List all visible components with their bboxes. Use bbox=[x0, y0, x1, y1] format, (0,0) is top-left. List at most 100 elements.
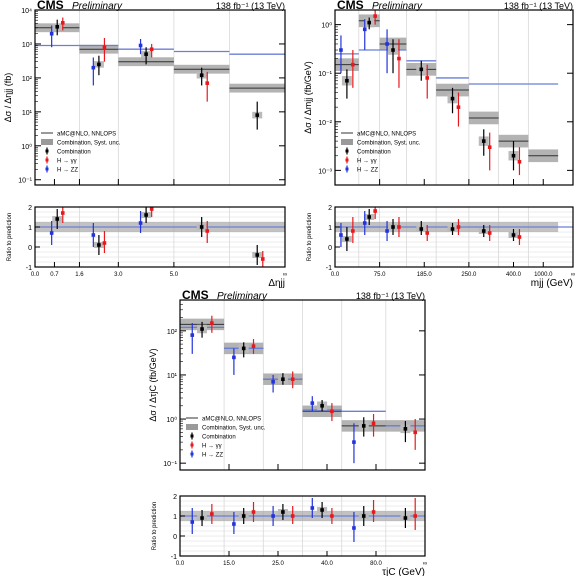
ratio-hgg-point-marker bbox=[149, 207, 154, 211]
hgg-point-marker bbox=[205, 81, 210, 85]
ratio-y-axis-label: Ratio to prediction bbox=[152, 502, 158, 550]
x-tick-label: 80.0 bbox=[370, 561, 382, 567]
hgg-point bbox=[373, 10, 377, 25]
legend-swatch-band bbox=[41, 139, 53, 145]
hzz-point-marker bbox=[190, 333, 195, 337]
combination-point bbox=[144, 47, 148, 65]
y-tick-label: 10⁰ bbox=[321, 22, 332, 30]
combination-point bbox=[255, 101, 260, 130]
x-tick-label: 15.0 bbox=[223, 561, 235, 567]
y-tick-label: 10⁻¹ bbox=[318, 71, 332, 78]
legend-label: Combination, Syst. unc. bbox=[202, 426, 266, 432]
ratio-comb-point-marker bbox=[281, 510, 285, 514]
hgg-point bbox=[60, 17, 65, 31]
hgg-point-marker bbox=[425, 76, 430, 80]
hgg-point-marker bbox=[456, 105, 461, 109]
y-tick-label: 10² bbox=[167, 329, 178, 336]
ratio-y-tick-label: -1 bbox=[171, 554, 177, 561]
x-tick-label: 0.0 bbox=[31, 272, 40, 278]
ratio-y-tick-label: 0 bbox=[173, 534, 177, 541]
legend-label: H → γγ bbox=[57, 159, 77, 165]
combination-point-marker bbox=[320, 403, 324, 408]
ratio-comb-point bbox=[255, 245, 260, 265]
preliminary-label: Preliminary bbox=[72, 1, 123, 12]
hzz-point-marker bbox=[232, 355, 236, 360]
ratio-y-axis-label: Ratio to prediction bbox=[7, 213, 13, 261]
panel-2: 10⁻¹ 10⁰ 10¹ 10² -1 0 1 2 0.0 15.0 25.0 40.0 80.0 ∞ CM… bbox=[148, 288, 427, 576]
hgg-point bbox=[290, 371, 295, 389]
x-tick-label: ∞ bbox=[423, 561, 427, 567]
ratio-comb-point bbox=[281, 504, 285, 520]
y-tick-label: 10⁴ bbox=[21, 8, 32, 15]
ratio-hzz-point-marker bbox=[271, 514, 275, 518]
x-tick-label: 5.0 bbox=[170, 272, 179, 278]
combination-point bbox=[241, 342, 246, 358]
y-axis-label: Δσ / Δmjj (fb/GeV) bbox=[303, 61, 313, 134]
combination-point-marker bbox=[511, 153, 516, 158]
combination-point-marker bbox=[97, 62, 101, 67]
combination-point-marker bbox=[391, 48, 395, 52]
ratio-hgg-point bbox=[330, 508, 334, 524]
ratio-comb-point bbox=[391, 219, 395, 235]
ratio-comb-point bbox=[241, 508, 246, 524]
ratio-hgg-point-marker bbox=[425, 231, 430, 235]
ratio-hzz-point bbox=[49, 221, 54, 245]
hgg-point bbox=[517, 147, 522, 176]
x-tick-label: 25.0 bbox=[272, 561, 284, 567]
ratio-comb-point bbox=[403, 508, 408, 528]
combination-point bbox=[450, 87, 455, 114]
ratio-hgg-point bbox=[290, 506, 295, 524]
combination-point-marker bbox=[345, 78, 349, 83]
combination-point-marker bbox=[241, 346, 246, 351]
ratio-comb-point-marker bbox=[200, 516, 204, 520]
ratio-hgg-point-marker bbox=[371, 510, 376, 514]
cms-label: CMS bbox=[337, 0, 364, 12]
ratio-hzz-point-marker bbox=[385, 229, 389, 233]
hzz-point-marker bbox=[362, 27, 367, 32]
legend-label: H → ZZ bbox=[57, 168, 78, 174]
legend-swatch-marker bbox=[345, 158, 349, 162]
hzz-point-marker bbox=[385, 42, 389, 46]
combination-point-marker bbox=[281, 377, 285, 382]
ratio-y-tick-label: 1 bbox=[328, 225, 332, 232]
ratio-comb-point-marker bbox=[255, 253, 260, 257]
ratio-hgg-point-marker bbox=[210, 512, 214, 516]
y-axis-label: Δσ / ΔτjC (fb/GeV) bbox=[148, 348, 158, 421]
legend-label: Combination bbox=[57, 150, 91, 156]
cms-label: CMS bbox=[182, 288, 209, 302]
hzz-point bbox=[385, 29, 389, 74]
ratio-comb-point-marker bbox=[97, 243, 101, 247]
combination-point bbox=[361, 417, 366, 437]
ratio-comb-point-marker bbox=[391, 225, 395, 229]
ratio-comb-point bbox=[419, 221, 424, 235]
hgg-point-marker bbox=[60, 20, 65, 25]
ratio-comb-point bbox=[481, 225, 486, 237]
combination-point bbox=[55, 19, 60, 36]
hgg-point-marker bbox=[373, 14, 377, 18]
ratio-y-tick-label: 1 bbox=[173, 514, 177, 521]
ratio-hgg-point bbox=[205, 221, 210, 243]
ratio-hzz-point bbox=[190, 508, 195, 534]
ratio-y-tick-label: 2 bbox=[173, 494, 177, 501]
legend-label: Combination, Syst. unc. bbox=[57, 141, 121, 147]
ratio-hgg-point bbox=[413, 498, 417, 530]
legend-swatch-marker bbox=[190, 452, 194, 456]
ratio-comb-point-marker bbox=[241, 514, 246, 518]
combination-point-marker bbox=[481, 139, 486, 143]
ratio-hzz-point-marker bbox=[91, 233, 96, 237]
y-tick-label: 10¹ bbox=[22, 110, 33, 117]
main-frame bbox=[34, 9, 286, 186]
ratio-hgg-point bbox=[210, 504, 214, 524]
ratio-frame bbox=[179, 495, 426, 557]
ratio-y-tick-label: 0 bbox=[28, 245, 32, 252]
combination-point bbox=[199, 67, 204, 86]
legend-swatch-band bbox=[186, 424, 198, 430]
ratio-hzz-point-marker bbox=[138, 221, 143, 225]
hgg-point bbox=[351, 50, 355, 88]
ratio-hgg-point-marker bbox=[60, 211, 65, 215]
hzz-point bbox=[352, 423, 356, 464]
hgg-point bbox=[371, 414, 376, 437]
x-tick-label: 75.0 bbox=[374, 272, 386, 278]
ratio-hgg-point-marker bbox=[205, 229, 210, 233]
ratio-comb-point-marker bbox=[419, 227, 424, 231]
